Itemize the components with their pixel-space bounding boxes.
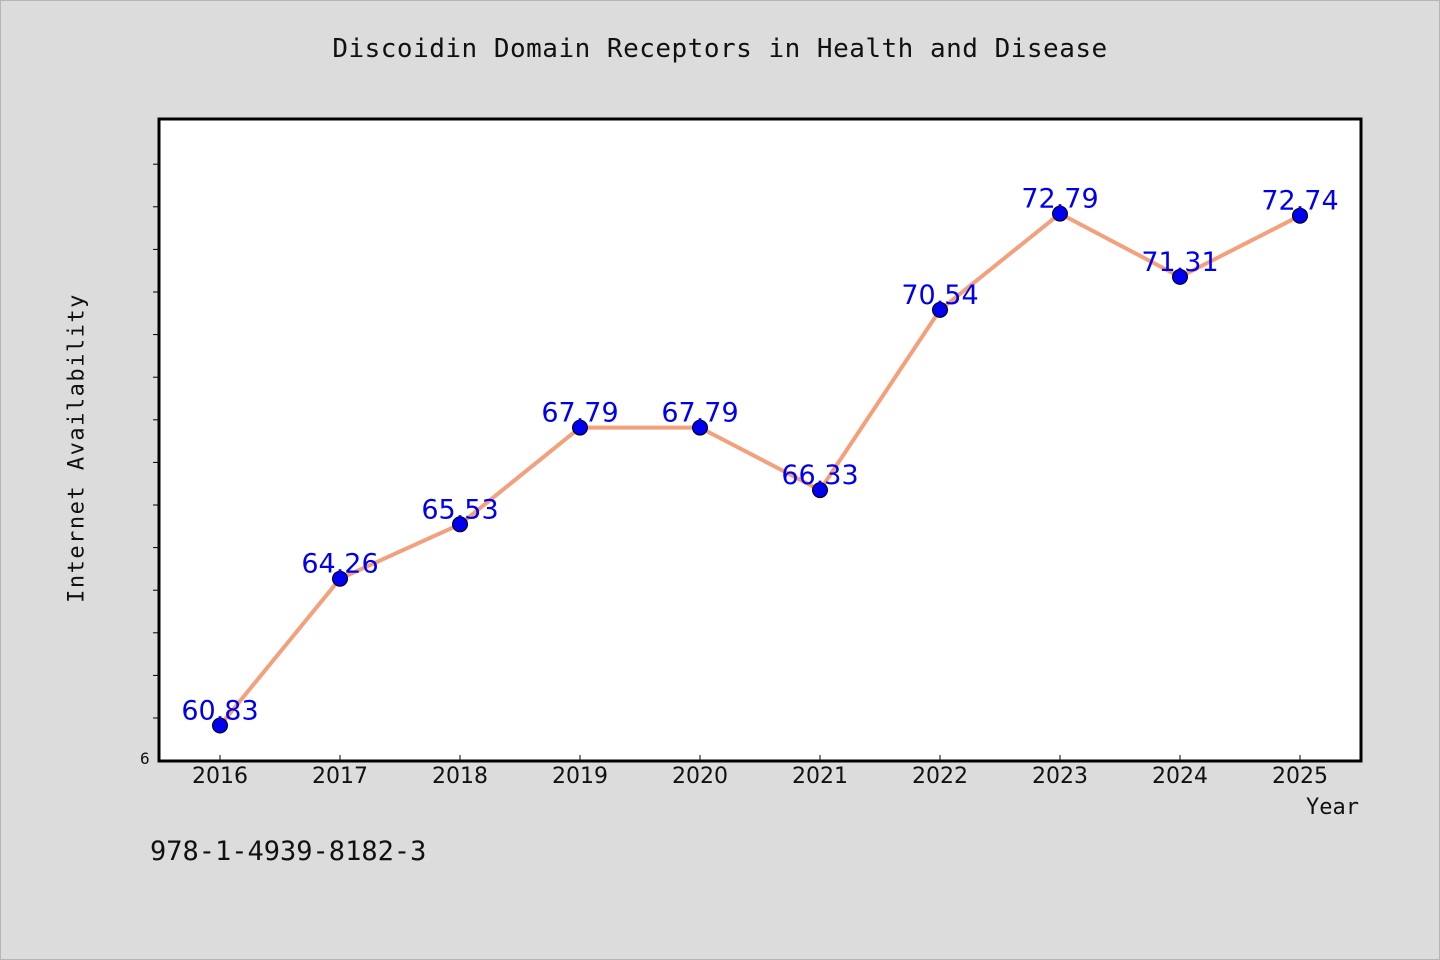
data-label: 64.26	[301, 549, 378, 580]
x-tick-label: 2022	[912, 764, 968, 789]
data-point	[692, 419, 708, 436]
y-axis-label: Internet Availability	[64, 293, 90, 603]
data-label: 65.53	[421, 494, 498, 525]
x-tick-label: 2020	[672, 764, 728, 789]
data-point	[452, 516, 468, 533]
y-tick-label: 6	[140, 749, 150, 768]
data-point	[1172, 268, 1188, 285]
x-axis-label: Year	[1306, 795, 1359, 820]
data-label: 72.74	[1261, 186, 1338, 217]
y-axis-ticks	[153, 163, 159, 719]
data-label: 71.31	[1141, 247, 1218, 278]
series-line	[218, 211, 1302, 728]
chart-title: Discoidin Domain Receptors in Health and…	[332, 34, 1108, 64]
x-tick-label: 2023	[1032, 764, 1088, 789]
series-layer: 60.83 64.26 65.53 67.79 67.79 66.33 70.54 72.79…	[181, 184, 1339, 734]
data-label: 67.79	[661, 398, 738, 429]
x-tick-label: 2018	[432, 764, 488, 789]
data-point	[1052, 205, 1068, 222]
x-axis-ticks: 2016 2017 2018 2019 2020 2021 2022 2023 2024 2025	[192, 755, 1328, 789]
data-label: 66.33	[781, 460, 858, 491]
data-point	[212, 717, 228, 734]
data-point	[332, 570, 348, 587]
data-point	[812, 482, 828, 499]
x-tick-label: 2021	[792, 764, 848, 789]
data-point	[572, 419, 588, 436]
data-label: 60.83	[181, 696, 258, 727]
x-tick-label: 2016	[192, 764, 248, 789]
x-tick-label: 2025	[1272, 764, 1328, 789]
data-label: 67.79	[541, 398, 618, 429]
x-tick-label: 2024	[1152, 764, 1208, 789]
footnote-isbn: 978-1-4939-8182-3	[150, 836, 427, 867]
x-tick-label: 2019	[552, 764, 608, 789]
plot-area	[157, 117, 1363, 763]
data-label: 70.54	[901, 280, 978, 311]
data-point	[932, 301, 948, 318]
data-point	[1292, 207, 1308, 224]
data-label: 72.79	[1021, 184, 1098, 215]
x-tick-label: 2017	[312, 764, 368, 789]
